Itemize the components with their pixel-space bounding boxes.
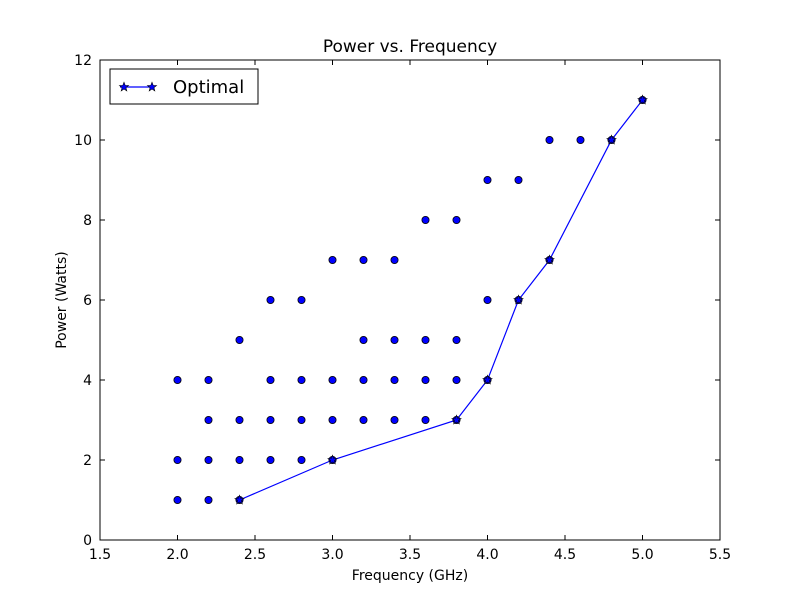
- optimal-star-marker: [482, 374, 493, 385]
- optimal-star-marker: [606, 134, 617, 145]
- scatter-point: [452, 215, 461, 224]
- optimal-star-marker: [637, 94, 648, 105]
- scatter-point: [266, 375, 275, 384]
- x-tick-label: 4.0: [476, 547, 498, 563]
- scatter-point: [173, 375, 182, 384]
- legend-star-marker: [118, 81, 130, 92]
- legend-star-marker: [146, 81, 158, 92]
- chart-title: Power vs. Frequency: [323, 37, 497, 57]
- y-tick-label: 8: [83, 213, 92, 229]
- scatter-point: [297, 295, 306, 304]
- scatter-point: [266, 455, 275, 464]
- x-tick-label: 5.0: [631, 547, 653, 563]
- scatter-point: [297, 375, 306, 384]
- scatter-point: [514, 175, 523, 184]
- optimal-series-line: [239, 99, 643, 501]
- scatter-point: [297, 455, 306, 464]
- scatter-point: [266, 295, 275, 304]
- y-tick-label: 10: [74, 133, 92, 149]
- scatter-point: [297, 415, 306, 424]
- scatter-point: [359, 415, 368, 424]
- scatter-point: [421, 215, 430, 224]
- scatter-point: [545, 135, 554, 144]
- optimal-star-marker: [451, 414, 462, 425]
- scatter-point: [204, 415, 213, 424]
- x-tick-label: 3.0: [321, 547, 343, 563]
- scatter-point: [266, 415, 275, 424]
- x-axis-ticks: 1.5 2.0 2.5 3.0 3.5 4.0 4.5 5.0 5.5: [89, 60, 731, 563]
- x-tick-label: 5.5: [709, 547, 731, 563]
- scatter-point: [452, 335, 461, 344]
- scatter-point: [576, 135, 585, 144]
- scatter-point: [359, 335, 368, 344]
- y-tick-label: 2: [83, 453, 92, 469]
- y-axis-ticks: 0 2 4 6 8 10 12: [74, 53, 720, 549]
- x-axis-label: Frequency (GHz): [352, 568, 468, 584]
- scatter-point: [483, 175, 492, 184]
- y-tick-label: 12: [74, 53, 92, 69]
- y-tick-label: 6: [83, 293, 92, 309]
- scatter-point: [390, 335, 399, 344]
- x-tick-label: 1.5: [89, 547, 111, 563]
- scatter-point: [483, 295, 492, 304]
- optimal-star-marker: [544, 254, 555, 265]
- scatter-point: [328, 375, 337, 384]
- optimal-line: [239, 99, 643, 501]
- scatter-point: [173, 495, 182, 504]
- x-tick-label: 3.5: [399, 547, 421, 563]
- x-tick-label: 4.5: [554, 547, 576, 563]
- y-tick-label: 0: [83, 533, 92, 549]
- scatter-point: [235, 335, 244, 344]
- scatter-point: [204, 375, 213, 384]
- x-tick-label: 2.5: [244, 547, 266, 563]
- scatter-point: [359, 255, 368, 264]
- optimal-star-marker: [327, 454, 338, 465]
- optimal-star-marker: [234, 494, 245, 505]
- y-axis-label: Power (Watts): [54, 251, 70, 349]
- legend-label-optimal: Optimal: [173, 77, 244, 98]
- scatter-point: [452, 375, 461, 384]
- optimal-series-markers: [234, 94, 648, 505]
- scatter-point: [204, 455, 213, 464]
- scatter-point: [421, 335, 430, 344]
- scatter-point: [173, 455, 182, 464]
- scatter-point: [204, 495, 213, 504]
- scatter-point: [359, 375, 368, 384]
- y-tick-label: 4: [83, 373, 92, 389]
- legend: Optimal: [109, 68, 259, 105]
- x-tick-label: 2.0: [166, 547, 188, 563]
- legend-star-markers: [118, 81, 158, 92]
- scatter-point: [390, 255, 399, 264]
- scatter-point: [328, 255, 337, 264]
- scatter-point: [390, 415, 399, 424]
- plot-area: [99, 59, 721, 541]
- scatter-point: [421, 375, 430, 384]
- scatter-point: [235, 455, 244, 464]
- scatter-point: [421, 415, 430, 424]
- scatter-point: [390, 375, 399, 384]
- scatter-point: [235, 415, 244, 424]
- scatter-point: [328, 415, 337, 424]
- optimal-star-marker: [513, 294, 524, 305]
